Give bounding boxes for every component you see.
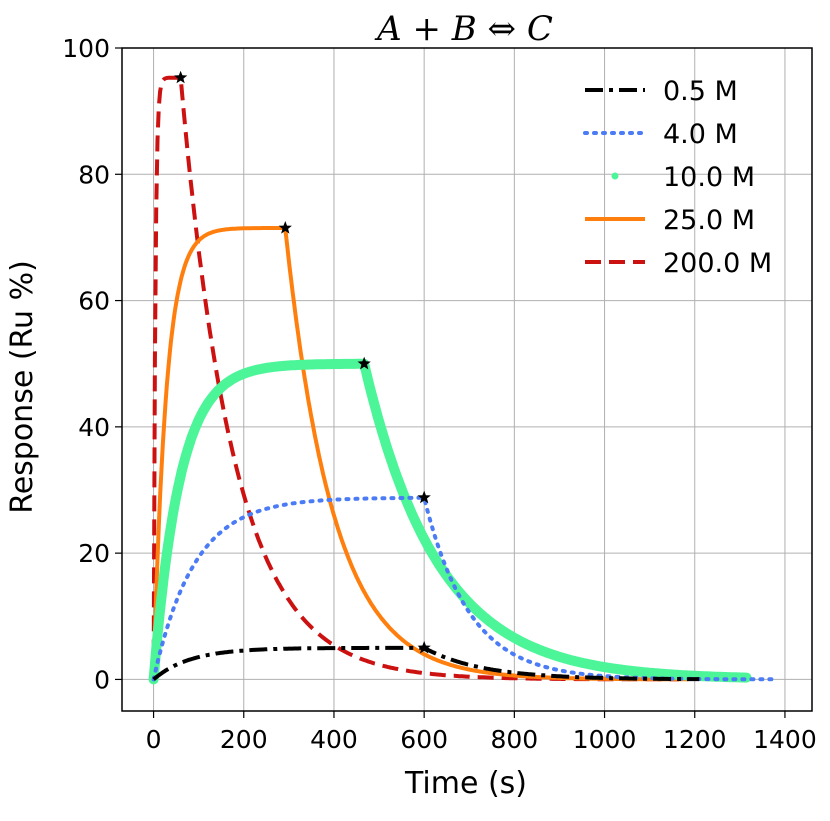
y-tick-label: 100 — [62, 34, 110, 63]
x-tick-label: 0 — [146, 725, 162, 754]
legend-item-2: 10.0 M — [611, 162, 755, 193]
legend-label: 10.0 M — [663, 162, 755, 193]
legend-label: 0.5 M — [663, 76, 738, 107]
legend-item-1: 4.0 M — [583, 119, 738, 150]
peak-markers — [174, 70, 431, 654]
series-line-2 — [148, 358, 752, 685]
x-tick-label: 400 — [310, 725, 358, 754]
x-tick-label: 1000 — [573, 725, 637, 754]
series-line-4 — [151, 75, 680, 682]
y-tick-label: 20 — [78, 539, 110, 568]
x-tick-label: 200 — [220, 725, 268, 754]
x-tick-label: 600 — [400, 725, 448, 754]
chart-title: A + B ⇔ C — [374, 9, 553, 49]
legend-item-4: 200.0 M — [585, 248, 772, 279]
x-tick-label: 1400 — [753, 725, 817, 754]
y-tick-label: 80 — [78, 160, 110, 189]
peak-marker-3 — [278, 221, 292, 234]
series-line-0 — [152, 645, 700, 682]
x-axis-ticks: 0 200 400 600 800 1000 1200 1400 — [146, 711, 817, 754]
y-tick-label: 40 — [78, 413, 110, 442]
y-axis-label: Response (Ru %) — [5, 260, 40, 514]
peak-marker-4 — [174, 70, 188, 84]
x-axis-label: Time (s) — [404, 766, 527, 801]
y-axis-ticks: 0 20 40 60 80 100 — [62, 34, 122, 694]
peak-marker-1 — [417, 490, 431, 504]
legend-item-3: 25.0 M — [585, 205, 755, 236]
legend-item-0: 0.5 M — [585, 76, 738, 107]
x-tick-label: 800 — [490, 725, 538, 754]
peak-marker-0 — [417, 640, 431, 654]
y-tick-label: 60 — [78, 287, 110, 316]
series-line-1 — [151, 495, 778, 682]
legend-label: 4.0 M — [663, 119, 738, 150]
legend-label: 200.0 M — [663, 248, 772, 279]
legend-swatch — [611, 172, 619, 180]
legend-label: 25.0 M — [663, 205, 755, 236]
legend: 0.5 M 4.0 M 10.0 M 25.0 M 200.0 M — [583, 76, 772, 279]
peak-marker-2 — [357, 356, 371, 370]
y-tick-label: 0 — [94, 665, 110, 694]
x-tick-label: 1200 — [663, 725, 727, 754]
plot-area-frame — [121, 47, 813, 712]
